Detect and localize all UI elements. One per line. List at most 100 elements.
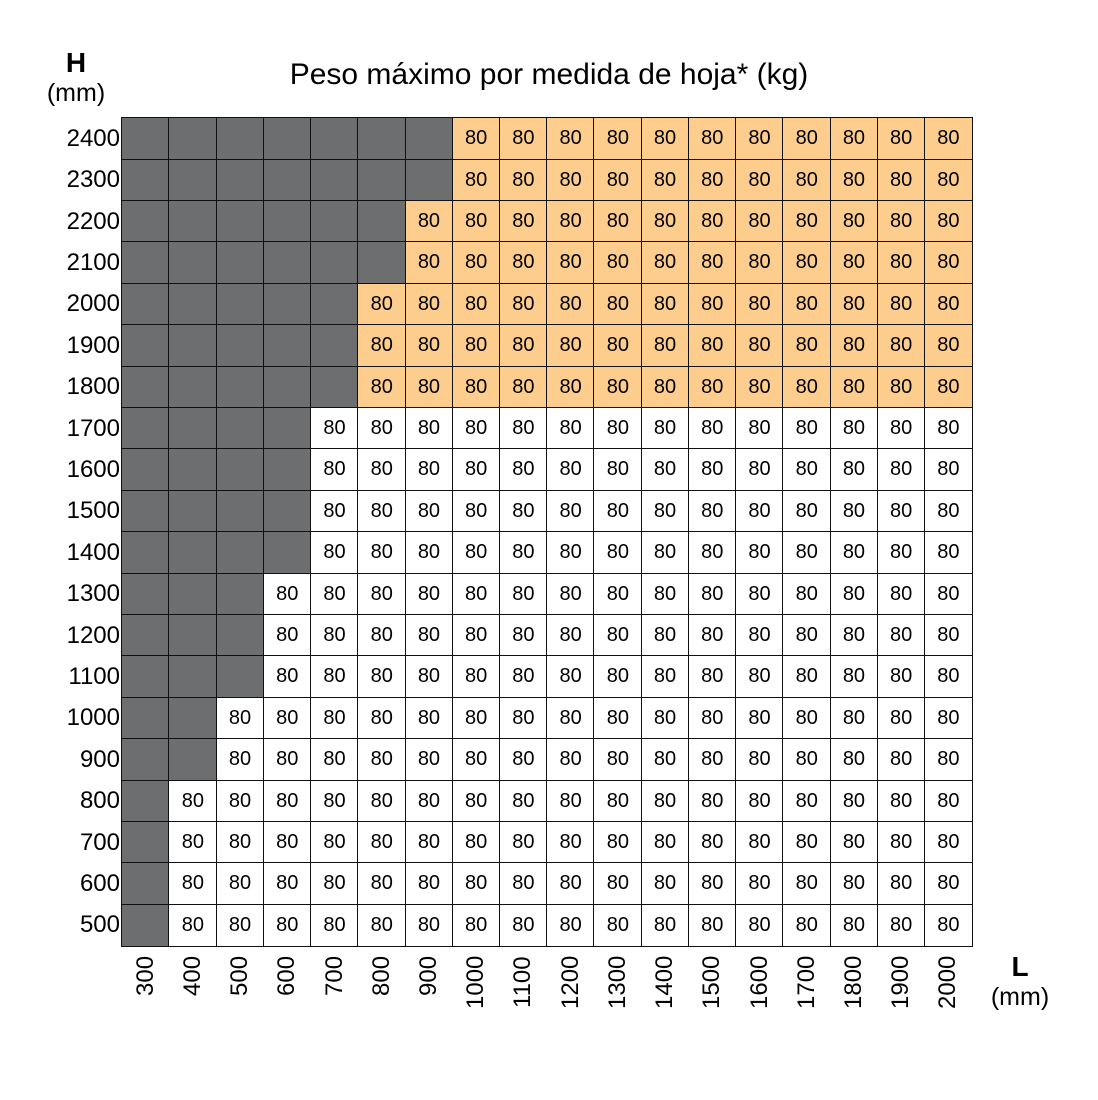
- weight-cell: 80: [451, 117, 501, 161]
- x-tick-label: 1500: [698, 956, 726, 1010]
- unavailable-cell: [121, 282, 170, 326]
- weight-cell: 80: [782, 324, 832, 368]
- weight-cell: 80: [262, 821, 312, 864]
- weight-cell: 80: [876, 117, 926, 161]
- unavailable-cell: [121, 696, 170, 740]
- weight-cell: 80: [451, 241, 501, 285]
- weight-cell: 80: [593, 365, 643, 409]
- weight-cell: 80: [451, 365, 501, 409]
- unavailable-cell: [168, 241, 218, 285]
- weight-cell: 80: [735, 738, 784, 782]
- weight-cell: 80: [924, 738, 973, 782]
- weight-cell: 80: [168, 903, 218, 947]
- weight-cell: 80: [876, 779, 926, 823]
- weight-cell: 80: [829, 779, 879, 823]
- weight-cell: 80: [829, 282, 879, 326]
- weight-cell: 80: [546, 821, 595, 864]
- weight-cell: 80: [310, 696, 359, 740]
- weight-cell: 80: [499, 531, 548, 575]
- x-tick-label: 1900: [887, 956, 915, 1010]
- unavailable-cell: [168, 655, 218, 699]
- weight-cell: 80: [735, 531, 784, 575]
- weight-cell: 80: [640, 821, 690, 864]
- weight-cell: 80: [687, 241, 737, 285]
- weight-cell: 80: [357, 738, 407, 782]
- y-tick-label: 600: [79, 869, 120, 897]
- weight-cell: 80: [782, 821, 832, 864]
- weight-cell: 80: [546, 614, 595, 657]
- weight-cell: 80: [876, 200, 926, 243]
- weight-cell: 80: [735, 200, 784, 243]
- weight-cell: 80: [924, 200, 973, 243]
- unavailable-cell: [215, 117, 265, 161]
- x-tick-label: 500: [226, 956, 254, 997]
- weight-cell: 80: [782, 489, 832, 533]
- weight-cell: 80: [640, 862, 690, 906]
- weight-cell: 80: [546, 200, 595, 243]
- x-tick-label: 400: [178, 956, 206, 997]
- unavailable-cell: [262, 158, 312, 202]
- unavailable-cell: [215, 614, 265, 657]
- weight-cell: 80: [404, 779, 454, 823]
- weight-cell: 80: [829, 862, 879, 906]
- unavailable-cell: [121, 903, 170, 947]
- weight-cell: 80: [546, 365, 595, 409]
- weight-cell: 80: [782, 158, 832, 202]
- weight-cell: 80: [546, 282, 595, 326]
- weight-cell: 80: [782, 903, 832, 947]
- x-tick-label: 300: [131, 956, 159, 997]
- weight-cell: 80: [215, 862, 265, 906]
- weight-cell: 80: [687, 655, 737, 699]
- weight-cell: 80: [640, 448, 690, 492]
- unavailable-cell: [121, 821, 170, 864]
- weight-cell: 80: [876, 614, 926, 657]
- weight-cell: 80: [499, 489, 548, 533]
- weight-cell: 80: [640, 407, 690, 450]
- unavailable-cell: [215, 158, 265, 202]
- weight-cell: 80: [593, 117, 643, 161]
- unavailable-cell: [262, 282, 312, 326]
- weight-cell: 80: [782, 241, 832, 285]
- weight-cell: 80: [829, 572, 879, 616]
- y-tick-label: 900: [79, 745, 120, 773]
- weight-cell: 80: [451, 821, 501, 864]
- weight-cell: 80: [451, 324, 501, 368]
- unavailable-cell: [215, 489, 265, 533]
- weight-cell: 80: [499, 448, 548, 492]
- weight-cell: 80: [829, 158, 879, 202]
- weight-cell: 80: [593, 324, 643, 368]
- weight-cell: 80: [687, 821, 737, 864]
- unavailable-cell: [310, 200, 359, 243]
- weight-cell: 80: [546, 572, 595, 616]
- weight-cell: 80: [829, 489, 879, 533]
- weight-cell: 80: [735, 282, 784, 326]
- weight-cell: 80: [310, 862, 359, 906]
- weight-cell: 80: [593, 655, 643, 699]
- unavailable-cell: [404, 158, 454, 202]
- x-tick-label: 600: [273, 956, 301, 997]
- y-axis-title: H (mm): [36, 48, 116, 108]
- weight-cell: 80: [876, 696, 926, 740]
- x-tick-label: 1300: [603, 956, 631, 1010]
- unavailable-cell: [357, 117, 407, 161]
- weight-cell: 80: [546, 779, 595, 823]
- weight-cell: 80: [640, 158, 690, 202]
- weight-cell: 80: [640, 117, 690, 161]
- weight-cell: 80: [735, 655, 784, 699]
- weight-cell: 80: [499, 572, 548, 616]
- weight-cell: 80: [262, 779, 312, 823]
- y-tick-label: 1900: [66, 331, 120, 359]
- unavailable-cell: [121, 614, 170, 657]
- weight-cell: 80: [876, 282, 926, 326]
- weight-cell: 80: [310, 821, 359, 864]
- weight-cell: 80: [640, 903, 690, 947]
- weight-cell: 80: [451, 158, 501, 202]
- weight-cell: 80: [499, 821, 548, 864]
- weight-cell: 80: [640, 696, 690, 740]
- weight-cell: 80: [357, 324, 407, 368]
- weight-cell: 80: [593, 282, 643, 326]
- unavailable-cell: [168, 282, 218, 326]
- weight-cell: 80: [499, 655, 548, 699]
- unavailable-cell: [404, 117, 454, 161]
- x-tick-label: 1000: [462, 956, 490, 1010]
